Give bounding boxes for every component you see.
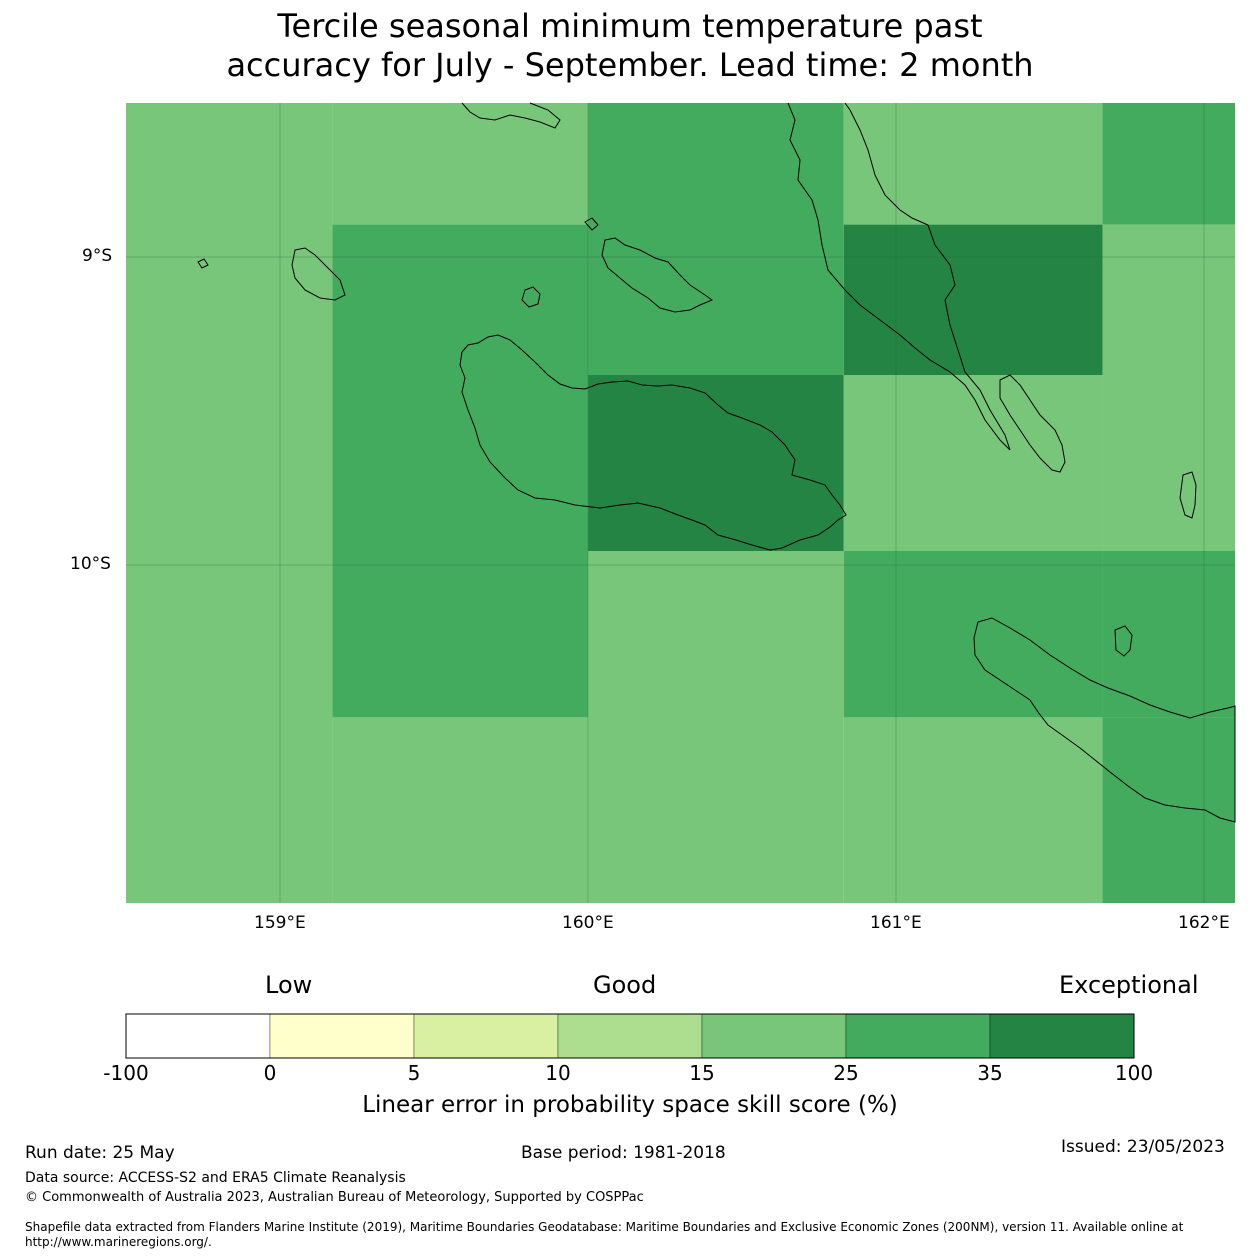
skill-cell <box>588 375 844 551</box>
coastline-malaita <box>787 102 1011 451</box>
colorbar-tick: -100 <box>103 1061 149 1085</box>
skill-cell <box>332 103 589 225</box>
coastline-makira <box>973 617 1236 823</box>
colorbar-outline <box>125 1013 1135 1059</box>
colorbar-heading-low: Low <box>265 971 313 999</box>
skill-cell <box>332 717 589 903</box>
coastlines <box>197 102 1236 823</box>
skill-cell <box>843 551 1103 718</box>
data-source: Data source: ACCESS-S2 and ERA5 Climate … <box>25 1170 406 1186</box>
coastline-guadalcanal <box>459 334 847 551</box>
chart-title-line-2: accuracy for July - September. Lead time… <box>226 46 1034 84</box>
skill-cell <box>126 103 333 903</box>
skill-cell <box>843 224 1103 375</box>
skill-cell <box>332 224 589 718</box>
colorbar-bin <box>557 1013 703 1059</box>
coastline-small-malaita <box>999 374 1066 473</box>
y-tick-9S: 9°S <box>82 246 113 266</box>
copyright: © Commonwealth of Australia 2023, Austra… <box>25 1190 644 1205</box>
colorbar-bin <box>701 1013 847 1059</box>
issued-date: Issued: 23/05/2023 <box>1061 1137 1225 1157</box>
colorbar-tick: 25 <box>833 1061 859 1085</box>
colorbar-bin <box>269 1013 415 1059</box>
colorbar-tick: 15 <box>689 1061 715 1085</box>
colorbar-label: Linear error in probability space skill … <box>362 1092 898 1118</box>
skill-cell <box>843 717 1103 903</box>
chart-title-line-1: Tercile seasonal minimum temperature pas… <box>277 7 983 45</box>
colorbar-bin <box>845 1013 991 1059</box>
y-tick-10S: 10°S <box>70 554 111 574</box>
x-tick-159E: 159°E <box>254 913 306 933</box>
coastline-santa-ana <box>1179 471 1197 519</box>
colorbar-tick: 10 <box>545 1061 571 1085</box>
colorbar-bin <box>989 1013 1135 1059</box>
coastline-florida-islands <box>601 237 714 313</box>
colorbar-tick: 5 <box>407 1061 421 1085</box>
graticule <box>126 103 1235 903</box>
coastline-ulawa <box>1114 625 1133 657</box>
coastline-savo <box>521 286 541 308</box>
colorbar-heading-exceptional: Exceptional <box>1059 971 1199 999</box>
skill-cell <box>843 103 1103 225</box>
colorbar-heading-good: Good <box>593 971 657 999</box>
skill-grid-cells <box>126 103 1235 903</box>
coastline-russell-islands <box>291 247 346 301</box>
shapefile-credit: Shapefile data extracted from Flanders M… <box>25 1220 1184 1249</box>
coastline-islet-west <box>197 258 209 269</box>
x-tick-160E: 160°E <box>562 913 614 933</box>
x-tick-162E: 162°E <box>1178 913 1230 933</box>
skill-cell <box>1102 717 1235 903</box>
colorbar-bin <box>125 1013 271 1059</box>
colorbar-tick: 100 <box>1114 1061 1154 1085</box>
skill-map <box>126 102 1236 903</box>
coastline-islet-mid <box>584 217 599 231</box>
skill-cell <box>1102 551 1235 718</box>
colorbar-tick: 35 <box>977 1061 1003 1085</box>
colorbar-tick: 0 <box>263 1061 277 1085</box>
x-tick-161E: 161°E <box>870 913 922 933</box>
base-period: Base period: 1981-2018 <box>521 1143 726 1163</box>
coastline-north-islets <box>461 102 561 129</box>
skill-cell <box>843 375 1103 551</box>
colorbar-bin <box>413 1013 559 1059</box>
skill-cell <box>588 103 844 375</box>
run-date: Run date: 25 May <box>25 1143 175 1163</box>
skill-cell <box>588 551 844 903</box>
skill-cell <box>1102 103 1235 225</box>
skill-cell <box>1102 224 1235 551</box>
